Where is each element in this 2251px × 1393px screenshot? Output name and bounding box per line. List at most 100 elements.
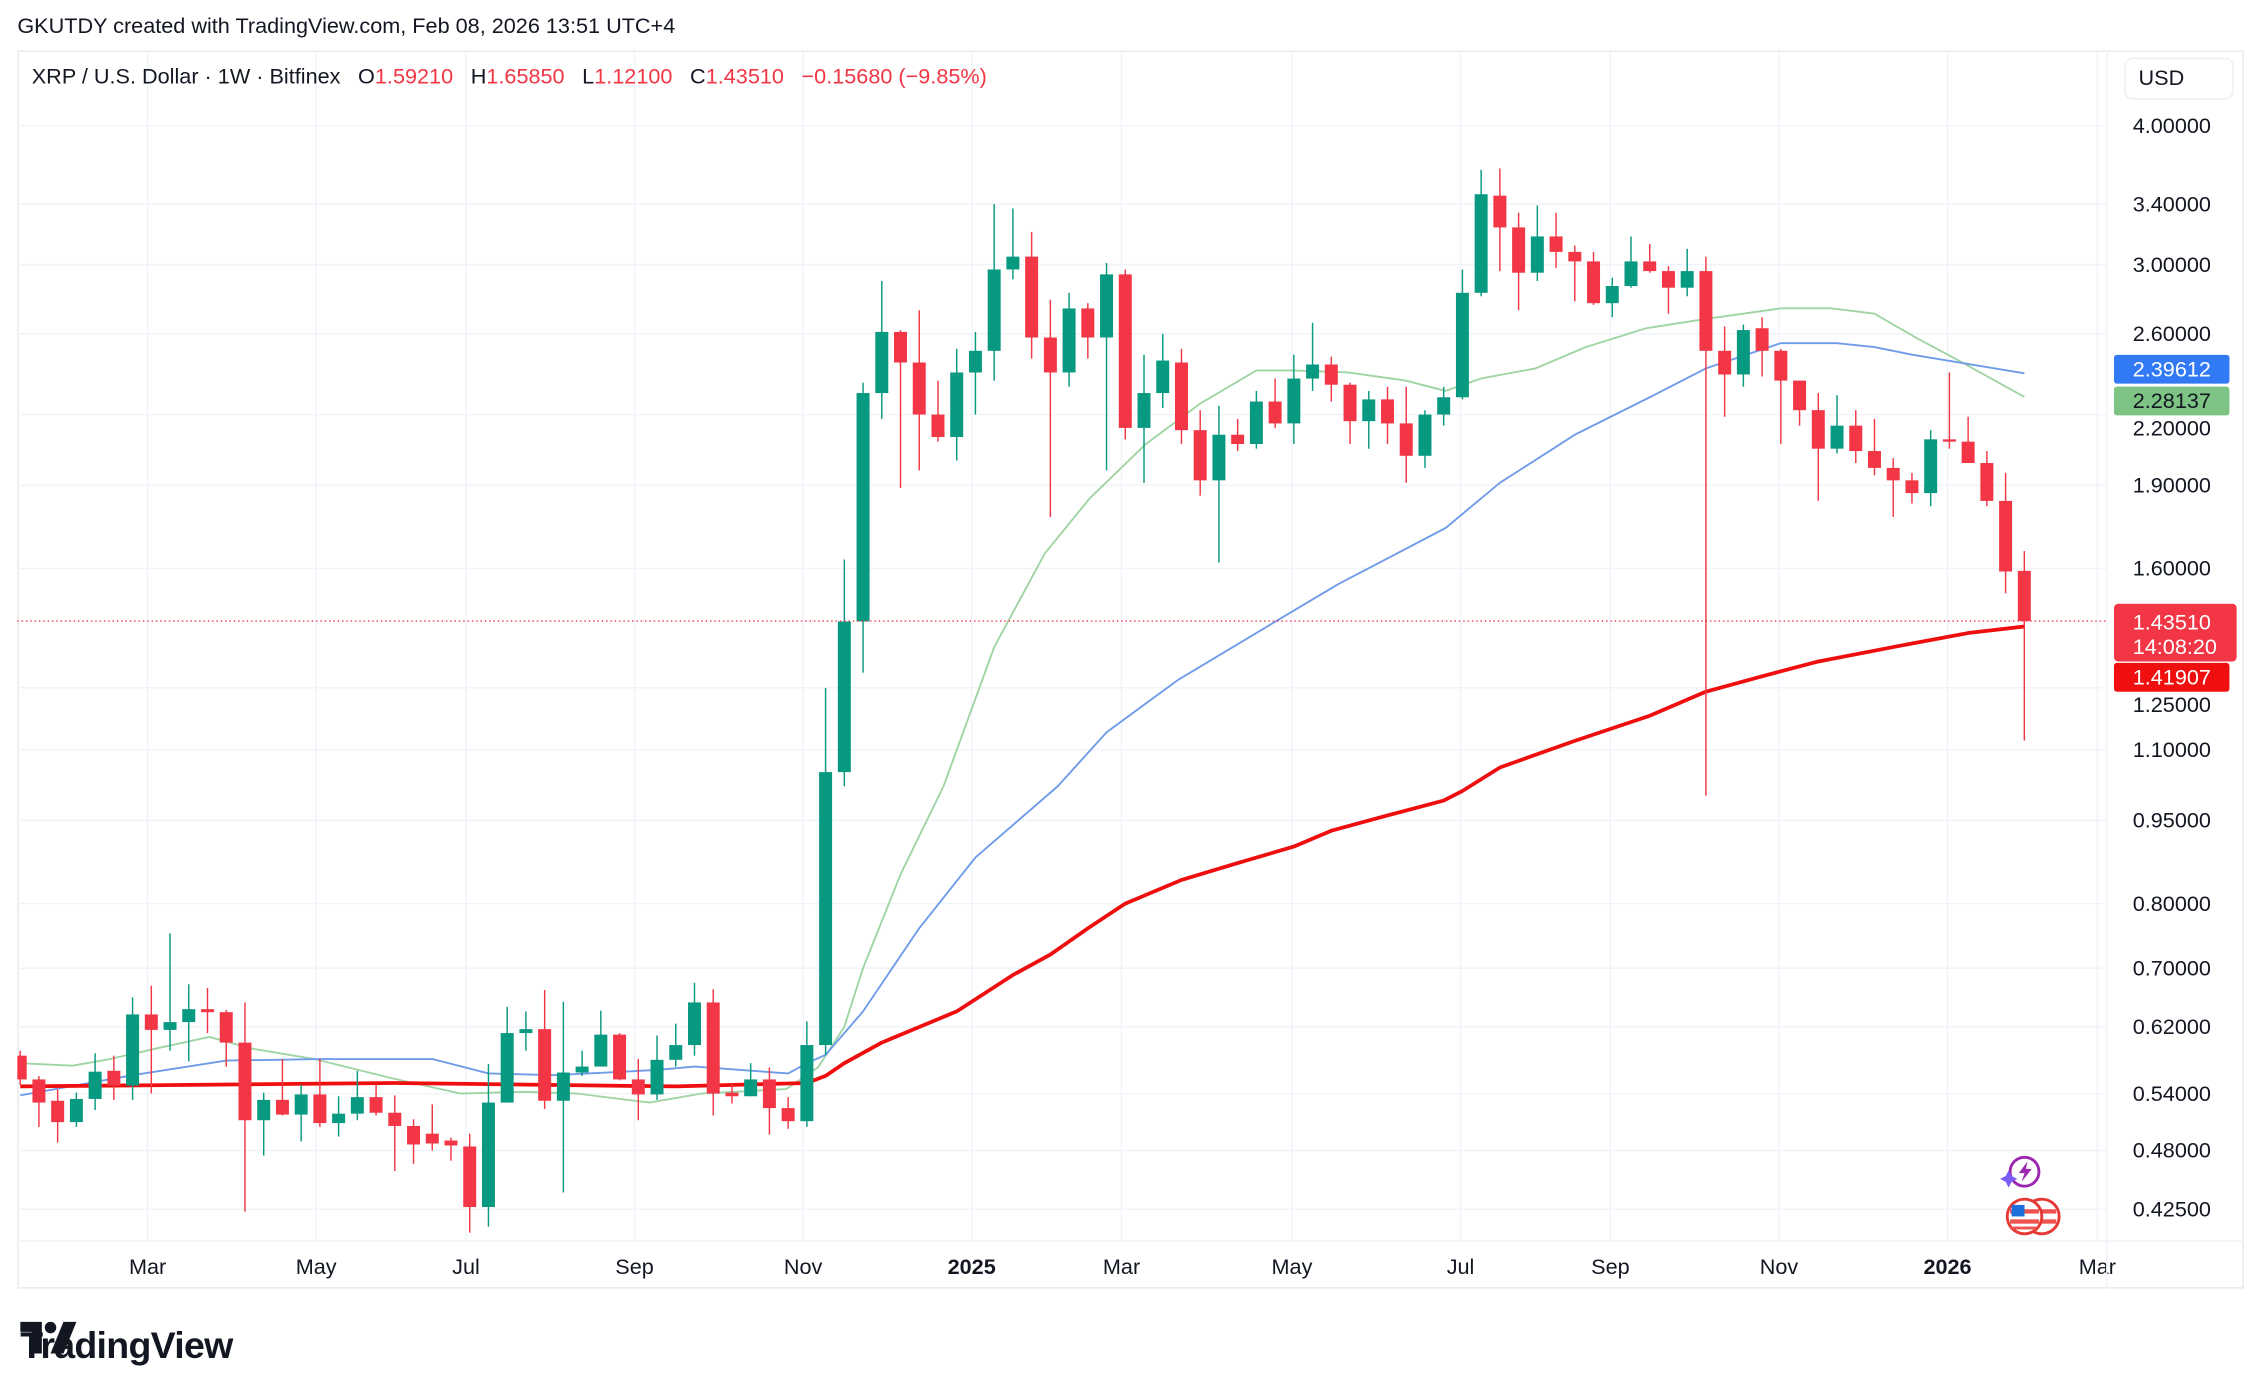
candle-down	[1174, 362, 1188, 431]
ma-slow-price-label-bg	[2113, 662, 2230, 692]
time-tick-label: Mar	[2079, 1254, 2116, 1279]
price-tick-label: 2.60000	[2133, 321, 2211, 346]
candle-down	[931, 414, 945, 438]
candle-down	[107, 1070, 121, 1086]
candle-up	[332, 1113, 346, 1124]
last-price-label: 1.43510	[2133, 610, 2211, 635]
candle-down	[1193, 430, 1207, 481]
price-tick-label: 3.40000	[2133, 191, 2211, 216]
candle-up	[556, 1072, 570, 1101]
candle-down	[32, 1079, 46, 1103]
candle-down	[1324, 364, 1338, 385]
low-value: 1.12100	[594, 64, 673, 90]
candle-down	[781, 1108, 795, 1122]
price-tick-label: 0.48000	[2133, 1138, 2211, 1163]
candle-down	[1905, 480, 1919, 494]
last-price-label-bg	[2113, 603, 2237, 662]
moving-average-line-ma-mid	[20, 342, 2025, 1097]
candle-up	[594, 1034, 608, 1067]
candle-down	[1231, 434, 1245, 444]
candle-down	[51, 1100, 65, 1123]
price-tick-label: 1.10000	[2133, 737, 2211, 762]
candle-down	[613, 1034, 627, 1080]
candle-up	[1830, 425, 1844, 449]
candle-up	[1418, 414, 1432, 456]
candle-up	[575, 1066, 589, 1073]
bar-countdown-label: 14:08:20	[2133, 634, 2217, 659]
symbol-title[interactable]: XRP / U.S. Dollar · 1W · Bitfinex	[31, 64, 341, 90]
candle-down	[706, 1002, 720, 1094]
candle-down	[762, 1079, 776, 1109]
currency-button[interactable]: USD	[2124, 57, 2234, 100]
us-flag-icon[interactable]	[2003, 1196, 2064, 1236]
lightning-sparkle-icon[interactable]	[1997, 1152, 2049, 1195]
candle-down	[1980, 463, 1994, 501]
candle-down	[1587, 261, 1601, 304]
candle-down	[1343, 384, 1357, 422]
candle-down	[1549, 236, 1563, 252]
candle-up	[1474, 194, 1488, 293]
tradingview-logo-icon	[20, 1321, 77, 1354]
candle-down	[1381, 399, 1394, 424]
candle-up	[257, 1099, 271, 1121]
candle-down	[144, 1014, 158, 1030]
candle-up	[500, 1033, 514, 1103]
change-value: −0.15680 (−9.85%)	[801, 64, 987, 90]
candle-down	[444, 1140, 458, 1146]
tradingview-logo[interactable]: TradingView	[20, 1321, 233, 1368]
time-tick-label: Mar	[129, 1254, 166, 1279]
candle-up	[1455, 292, 1469, 398]
candle-down	[238, 1042, 252, 1121]
candle-up	[1100, 274, 1114, 338]
price-tick-label: 0.80000	[2133, 891, 2211, 916]
candle-up	[1437, 397, 1451, 415]
candle-down	[1081, 308, 1095, 338]
high-value: 1.65850	[486, 64, 565, 90]
ma-slow-price-label: 1.41907	[2133, 665, 2211, 690]
candle-down	[1643, 261, 1657, 272]
candle-down	[1661, 271, 1675, 288]
candle-up	[1624, 261, 1638, 287]
candle-down	[1811, 410, 1825, 449]
candle-down	[275, 1099, 289, 1115]
candle-up	[819, 772, 833, 1046]
time-tick-label: Sep	[1591, 1254, 1629, 1279]
open-value: 1.59210	[374, 64, 454, 90]
close-value: 1.43510	[705, 64, 784, 90]
time-tick-label: Jul	[452, 1254, 480, 1279]
candle-down	[1849, 425, 1863, 452]
ma-mid-price-label-bg	[2113, 354, 2230, 384]
candle-up	[744, 1079, 758, 1097]
candle-up	[669, 1045, 683, 1060]
candle-down	[388, 1112, 402, 1126]
candle-up	[1249, 401, 1263, 444]
candle-up	[69, 1098, 83, 1123]
candle-down	[912, 362, 926, 415]
price-tick-label: 3.00000	[2133, 252, 2211, 277]
candle-down	[1886, 467, 1900, 481]
moving-average-line-ma-slow	[20, 624, 2025, 1089]
price-tick-label: 0.70000	[2133, 955, 2211, 980]
candle-up	[1924, 439, 1938, 494]
candle-down	[1493, 195, 1507, 228]
candle-up	[950, 372, 964, 438]
candle-up	[88, 1071, 102, 1099]
time-tick-label: Nov	[784, 1254, 823, 1279]
candle-down	[17, 1055, 27, 1080]
candle-down	[219, 1012, 233, 1043]
ma-mid-price-label: 2.39612	[2133, 356, 2211, 381]
candle-up	[1362, 399, 1376, 422]
price-tick-label: 1.25000	[2133, 692, 2211, 717]
candle-down	[1793, 380, 1807, 411]
candle-down	[1999, 500, 2013, 572]
candle-up	[1530, 236, 1544, 273]
candle-up	[1156, 360, 1170, 394]
low-key: L	[582, 64, 595, 90]
time-tick-label: May	[296, 1254, 337, 1279]
price-tick-label: 0.54000	[2133, 1081, 2211, 1106]
open-key: O	[358, 64, 375, 90]
time-tick-label: 2025	[948, 1254, 996, 1279]
price-tick-label: 0.62000	[2133, 1014, 2211, 1039]
